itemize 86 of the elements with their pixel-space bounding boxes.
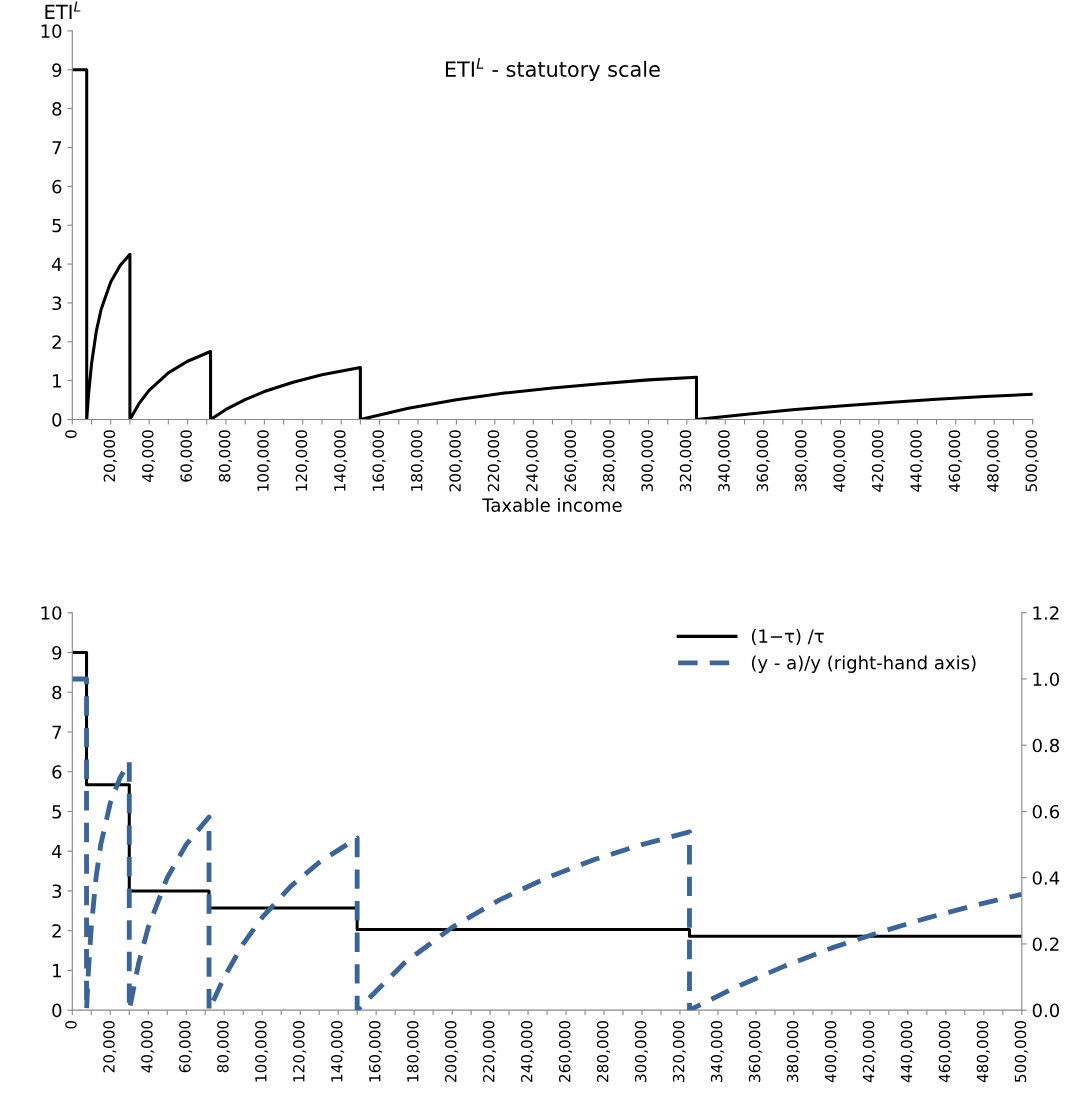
x-tick-label: 160,000 bbox=[372, 430, 386, 491]
x-tick-label: 80,000 bbox=[218, 430, 232, 482]
x-tick-label: 320,000 bbox=[672, 1020, 686, 1082]
legend-label: (y - a)/y (right-hand axis) bbox=[751, 655, 976, 673]
x-tick-label: 380,000 bbox=[795, 430, 809, 492]
x-tick-label: 40,000 bbox=[141, 430, 156, 482]
y-tick-label: 3 bbox=[52, 884, 62, 899]
x-tick-label: 340,000 bbox=[710, 1020, 724, 1082]
x-tick-label: 100,000 bbox=[257, 430, 271, 491]
y-tick-label: 0 bbox=[52, 412, 62, 427]
y2-tick-label: 1.0 bbox=[1033, 672, 1060, 687]
y2-tick-label: 1.2 bbox=[1033, 606, 1059, 620]
x-tick-label: 300,000 bbox=[641, 430, 655, 492]
x-tick-label: 20,000 bbox=[103, 430, 117, 482]
x-tick-label: 460,000 bbox=[938, 1020, 952, 1083]
y-tick-label: 1 bbox=[53, 374, 61, 388]
y-tick-label: 8 bbox=[52, 685, 62, 700]
x-tick-label: 120,000 bbox=[293, 1020, 307, 1082]
y-tick-label: 5 bbox=[52, 218, 61, 233]
x-tick-label: 260,000 bbox=[564, 430, 578, 492]
y-tick-label: 5 bbox=[52, 805, 61, 819]
x-tick-label: 200,000 bbox=[449, 430, 463, 492]
text: ETI$^{L}$ - statutory scale bbox=[445, 58, 660, 82]
x-tick-label: 440,000 bbox=[900, 1020, 914, 1083]
x-tick-label: 0 bbox=[65, 1020, 77, 1029]
y-tick-label: 9 bbox=[52, 645, 62, 660]
x-tick-label: 420,000 bbox=[871, 430, 885, 492]
y-tick-label: 10 bbox=[41, 24, 62, 39]
y-tick-label: 6 bbox=[52, 179, 62, 194]
y-tick-label: 7 bbox=[52, 725, 62, 739]
x-tick-label: 500,000 bbox=[1025, 430, 1039, 492]
x-tick-label: 220,000 bbox=[487, 430, 501, 492]
x-tick-label: 200,000 bbox=[444, 1020, 459, 1082]
x-tick-label: 440,000 bbox=[910, 430, 924, 492]
x-tick-label: 120,000 bbox=[295, 430, 309, 491]
y2-tick-label: 0.8 bbox=[1032, 738, 1060, 753]
x-tick-label: 340,000 bbox=[718, 430, 732, 492]
legend-label: (1−τ) /τ bbox=[751, 628, 824, 646]
x-tick-label: 180,000 bbox=[410, 430, 424, 491]
x-tick-label: 480,000 bbox=[987, 430, 1001, 492]
x-tick-label: 240,000 bbox=[526, 430, 540, 492]
x-tick-label: 40,000 bbox=[141, 1020, 155, 1073]
x-tick-label: 160,000 bbox=[369, 1020, 383, 1082]
y2-tick-label: 0.4 bbox=[1032, 871, 1060, 885]
y-tick-label: 7 bbox=[52, 141, 62, 155]
x-tick-label: 60,000 bbox=[180, 430, 194, 482]
x-tick-label: 480,000 bbox=[976, 1020, 990, 1083]
x-tick-label: 0 bbox=[65, 430, 77, 438]
y-tick-label: 8 bbox=[52, 102, 62, 116]
x-tick-label: 140,000 bbox=[331, 1020, 345, 1082]
y-tick-label: 4 bbox=[51, 844, 62, 859]
x-tick-label: 20,000 bbox=[103, 1020, 117, 1073]
y-tick-label: 1 bbox=[53, 964, 61, 978]
x-tick-label: 280,000 bbox=[602, 430, 617, 492]
x-tick-label: 400,000 bbox=[833, 430, 847, 492]
x-tick-label: 60,000 bbox=[179, 1020, 193, 1073]
y-tick-label: 10 bbox=[41, 606, 62, 620]
y-tick-label: 9 bbox=[52, 63, 62, 77]
y-tick-label: 2 bbox=[52, 924, 61, 938]
x-tick-label: 420,000 bbox=[862, 1020, 876, 1083]
x-tick-label: 240,000 bbox=[520, 1020, 535, 1082]
y2-tick-label: 0.0 bbox=[1032, 1003, 1060, 1018]
y-axis-title: ETI$^{L}$ bbox=[45, 1, 81, 19]
y-tick-label: 2 bbox=[52, 335, 61, 349]
x-tick-label: 180,000 bbox=[407, 1020, 421, 1082]
x-tick-label: 500,000 bbox=[1014, 1020, 1028, 1082]
x-tick-label: 140,000 bbox=[334, 430, 348, 491]
x-tick-label: 360,000 bbox=[756, 430, 770, 492]
y2-tick-label: 0.2 bbox=[1032, 937, 1059, 952]
y-tick-label: 6 bbox=[52, 765, 62, 779]
y-tick-label: 3 bbox=[52, 296, 62, 311]
y2-tick-label: 0.6 bbox=[1032, 804, 1060, 819]
x-tick-label: 80,000 bbox=[217, 1020, 231, 1073]
x-tick-label: 260,000 bbox=[558, 1020, 573, 1082]
y-tick-label: 0 bbox=[52, 1003, 62, 1018]
x-tick-label: 220,000 bbox=[482, 1020, 497, 1082]
x-tick-label: 280,000 bbox=[596, 1020, 611, 1082]
y-tick-label: 4 bbox=[51, 257, 62, 271]
x-tick-label: 320,000 bbox=[679, 430, 693, 492]
x-axis-title: Taxable income bbox=[482, 497, 622, 512]
x-tick-label: 300,000 bbox=[634, 1020, 648, 1082]
x-tick-label: 400,000 bbox=[824, 1020, 838, 1083]
x-tick-label: 100,000 bbox=[255, 1020, 269, 1082]
x-tick-label: 380,000 bbox=[786, 1020, 800, 1082]
x-tick-label: 360,000 bbox=[748, 1020, 762, 1082]
x-tick-label: 460,000 bbox=[948, 430, 962, 492]
